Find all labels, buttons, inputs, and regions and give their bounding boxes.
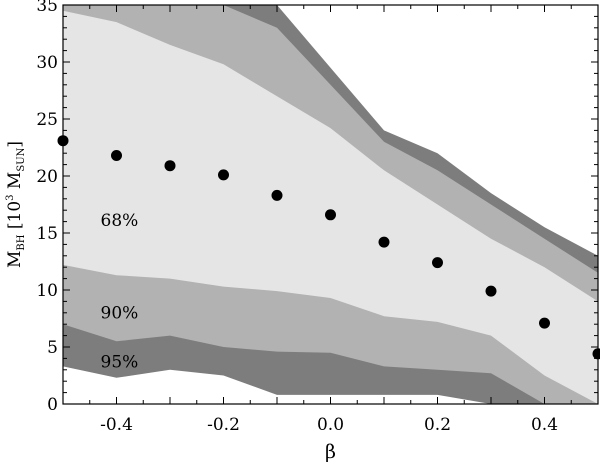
y-tick-label: 20 — [36, 167, 58, 187]
y-tick-label: 25 — [36, 110, 58, 130]
y-axis-label-unit-sub: SUN — [16, 147, 27, 171]
y-tick-label: 10 — [36, 281, 58, 301]
data-point — [325, 209, 336, 221]
x-tick-label: 0.2 — [424, 415, 451, 435]
band-label: 95% — [101, 353, 139, 373]
data-point — [271, 189, 283, 201]
y-tick-label: 15 — [36, 224, 58, 244]
x-tick-label: -0.2 — [207, 415, 240, 435]
y-axis-label-bracket: [10 — [5, 201, 25, 235]
x-tick-label: 0.4 — [531, 415, 558, 435]
data-point — [164, 160, 176, 172]
band-68pct — [63, 10, 598, 404]
data-point — [432, 257, 443, 269]
plot-frame — [62, 4, 599, 405]
band-label: 68% — [101, 211, 139, 231]
x-tick-label: 0.0 — [317, 415, 344, 435]
data-point — [539, 317, 550, 329]
x-axis-label: β — [325, 441, 336, 463]
x-tick-label: -0.4 — [100, 415, 133, 435]
confidence-bands — [63, 5, 598, 404]
y-axis-label-sup: 3 — [5, 194, 16, 200]
y-tick-label: 0 — [47, 395, 58, 415]
band-label: 90% — [101, 304, 139, 324]
y-axis-label-bracket-close: ] — [5, 141, 25, 148]
y-tick-label: 30 — [36, 53, 58, 73]
y-tick-label: 5 — [47, 338, 58, 358]
y-tick-label: 35 — [36, 0, 58, 16]
band-labels: 68% 90% 95% — [101, 211, 139, 372]
y-axis-label-main: M — [5, 251, 25, 268]
y-axis-label-unit: M — [5, 172, 25, 195]
data-point — [378, 236, 390, 248]
data-point — [218, 169, 229, 181]
y-axis-label-sub: BH — [16, 234, 27, 250]
data-point — [485, 285, 497, 297]
y-axis-label: MBH [103 MSUN] — [5, 141, 27, 268]
axis-tick-labels: -0.4 -0.2 0.0 0.2 0.4 0 5 10 15 20 25 30 35 — [36, 0, 558, 435]
data-point — [111, 150, 122, 161]
